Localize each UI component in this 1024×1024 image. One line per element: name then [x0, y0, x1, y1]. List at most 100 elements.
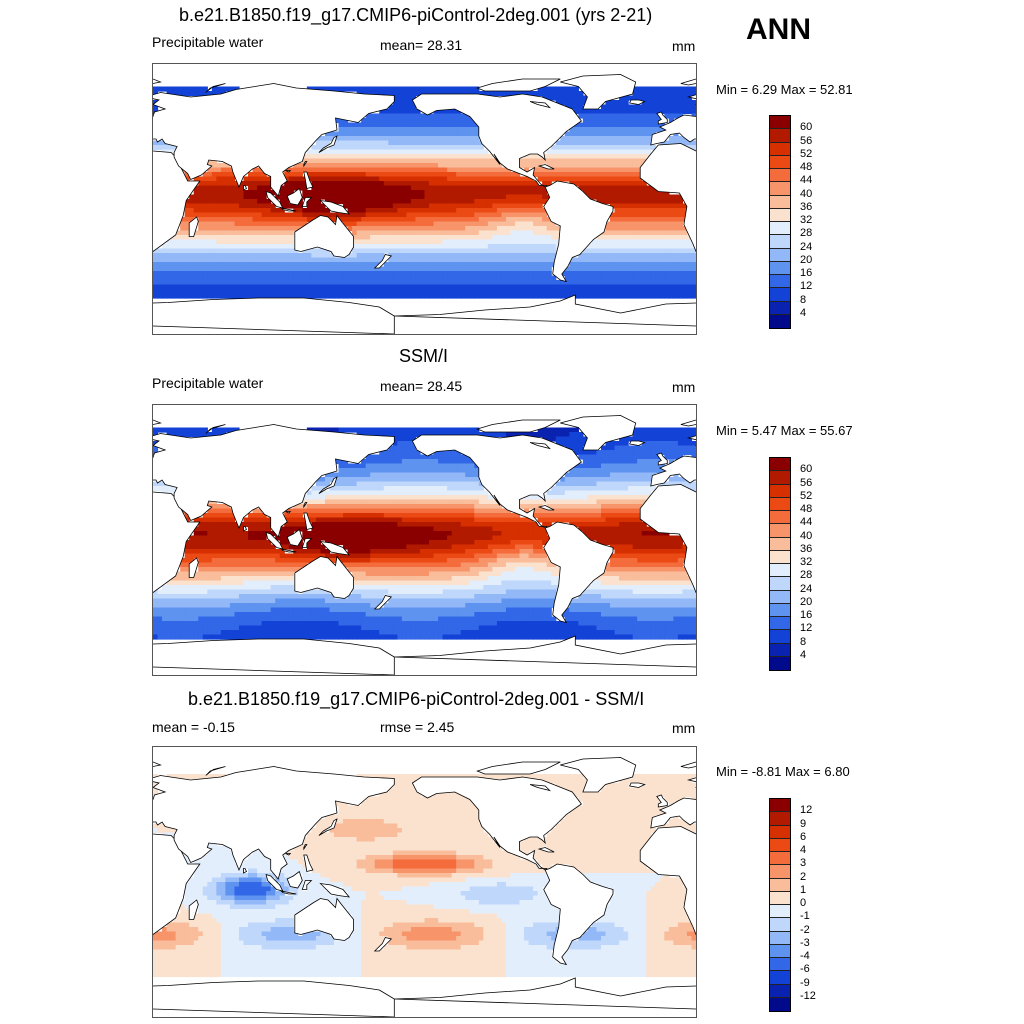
colorbar-tick-label: 0 [800, 897, 807, 909]
map-field [153, 74, 696, 334]
panel-1-map [152, 63, 697, 335]
colorbar-swatch [770, 984, 790, 998]
colorbar-tick-label: 8 [800, 293, 807, 306]
colorbar-swatch [770, 812, 790, 826]
colorbar-swatch [770, 630, 790, 644]
colorbar-tick-label: 20 [800, 595, 813, 608]
panel-1-mean-label: mean= 28.31 [380, 37, 463, 53]
colorbar-swatch [770, 905, 790, 919]
colorbar-swatch [770, 458, 790, 472]
colorbar-tick-label: 28 [800, 569, 813, 582]
panel-2-variable-label: Precipitable water [152, 375, 264, 391]
colorbar-tick-label: 60 [800, 463, 813, 476]
panel-3-units-label: mm [672, 720, 696, 736]
colorbar-tick-label: 3 [800, 857, 807, 870]
ocean-cells [153, 86, 696, 299]
colorbar-swatch [770, 208, 790, 222]
colorbar-tick-label: 60 [800, 121, 813, 134]
panel-1-minmax: Min = 6.29 Max = 52.81 [716, 82, 853, 97]
colorbar-swatch [770, 577, 790, 591]
colorbar-tick-label: 24 [800, 240, 813, 253]
colorbar-tick-label: 52 [800, 489, 813, 502]
colorbar-swatch [770, 865, 790, 879]
panel-2-units-label: mm [672, 379, 696, 395]
colorbar-swatch [770, 931, 790, 945]
colorbar-tick-label: 44 [800, 174, 813, 187]
colorbar-swatch [770, 971, 790, 985]
map-field [153, 415, 696, 675]
colorbar-tick-label: 36 [800, 542, 813, 555]
colorbar-swatch [770, 222, 790, 236]
colorbar-tick-label: 56 [800, 476, 813, 489]
colorbar-swatch [770, 288, 790, 302]
coastlines [153, 757, 696, 1017]
colorbar-tick-label: 36 [800, 200, 813, 213]
colorbar-swatch [770, 195, 790, 209]
colorbar-tick-label: 6 [800, 830, 807, 843]
colorbar-tick-label: 12 [800, 280, 813, 293]
colorbar-tick-label: 16 [800, 609, 813, 621]
colorbar-swatch [770, 617, 790, 631]
colorbar-tick-label: 52 [800, 147, 813, 160]
ocean-cells [153, 427, 696, 640]
colorbar-swatch [770, 944, 790, 958]
colorbar-tick-label: 8 [800, 635, 807, 648]
colorbar-swatch [770, 155, 790, 169]
season-label: ANN [746, 13, 811, 46]
colorbar-swatch [770, 537, 790, 551]
ocean-cells [153, 774, 696, 978]
colorbar-swatch [770, 997, 790, 1011]
colorbar-swatch [770, 511, 790, 525]
colorbar-swatch [770, 248, 790, 262]
colorbar-tick-label: 32 [800, 214, 813, 226]
colorbar-swatch [770, 182, 790, 196]
coastlines [153, 74, 696, 334]
colorbar-swatch [770, 484, 790, 498]
colorbar-tick-label: 44 [800, 516, 813, 529]
colorbar-swatch [770, 261, 790, 275]
colorbar-tick-label: 16 [800, 267, 813, 279]
colorbar-tick-label: -1 [800, 910, 810, 923]
panel-2-map [152, 404, 697, 676]
colorbar-tick-label: 48 [800, 161, 813, 173]
colorbar-swatch [770, 838, 790, 852]
panel-1-colorbar [769, 115, 791, 329]
colorbar-swatch [770, 958, 790, 972]
colorbar-swatch [770, 590, 790, 604]
colorbar-swatch [770, 550, 790, 564]
panel-1-units-label: mm [672, 38, 696, 54]
colorbar-tick-label: 40 [800, 187, 813, 200]
colorbar-swatch [770, 235, 790, 249]
colorbar-swatch [770, 275, 790, 289]
panel-3-rmse-label: rmse = 2.45 [380, 719, 455, 735]
panel-3-minmax: Min = -8.81 Max = 6.80 [716, 764, 850, 779]
colorbar-tick-label: 24 [800, 582, 813, 595]
panel-3-mean-label: mean = -0.15 [152, 719, 235, 735]
panel-2-mean-label: mean= 28.45 [380, 378, 463, 394]
panel-1-title: b.e21.B1850.f19_g17.CMIP6-piControl-2deg… [179, 5, 653, 25]
panel-2-colorbar [769, 457, 791, 671]
colorbar-tick-label: -9 [800, 976, 810, 989]
colorbar-swatch [770, 825, 790, 839]
panel-2-title: SSM/I [399, 346, 449, 366]
colorbar-tick-label: 1 [800, 883, 807, 896]
colorbar-tick-label: 4 [800, 844, 807, 856]
colorbar-tick-label: -6 [800, 963, 810, 976]
colorbar-tick-label: 12 [800, 804, 813, 817]
map-field [153, 757, 696, 1017]
panel-3-map [152, 746, 697, 1018]
colorbar-swatch [770, 918, 790, 932]
colorbar-swatch [770, 497, 790, 511]
colorbar-tick-label: 4 [800, 648, 807, 661]
colorbar-tick-label: 2 [800, 870, 807, 883]
colorbar-swatch [770, 564, 790, 578]
colorbar-swatch [770, 169, 790, 183]
colorbar-tick-label: 9 [800, 817, 807, 830]
colorbar-swatch [770, 643, 790, 657]
colorbar-swatch [770, 524, 790, 538]
colorbar-swatch [770, 129, 790, 143]
colorbar-swatch [770, 878, 790, 892]
colorbar-swatch [770, 301, 790, 315]
colorbar-swatch [770, 314, 790, 328]
colorbar-tick-label: -12 [800, 989, 816, 1002]
